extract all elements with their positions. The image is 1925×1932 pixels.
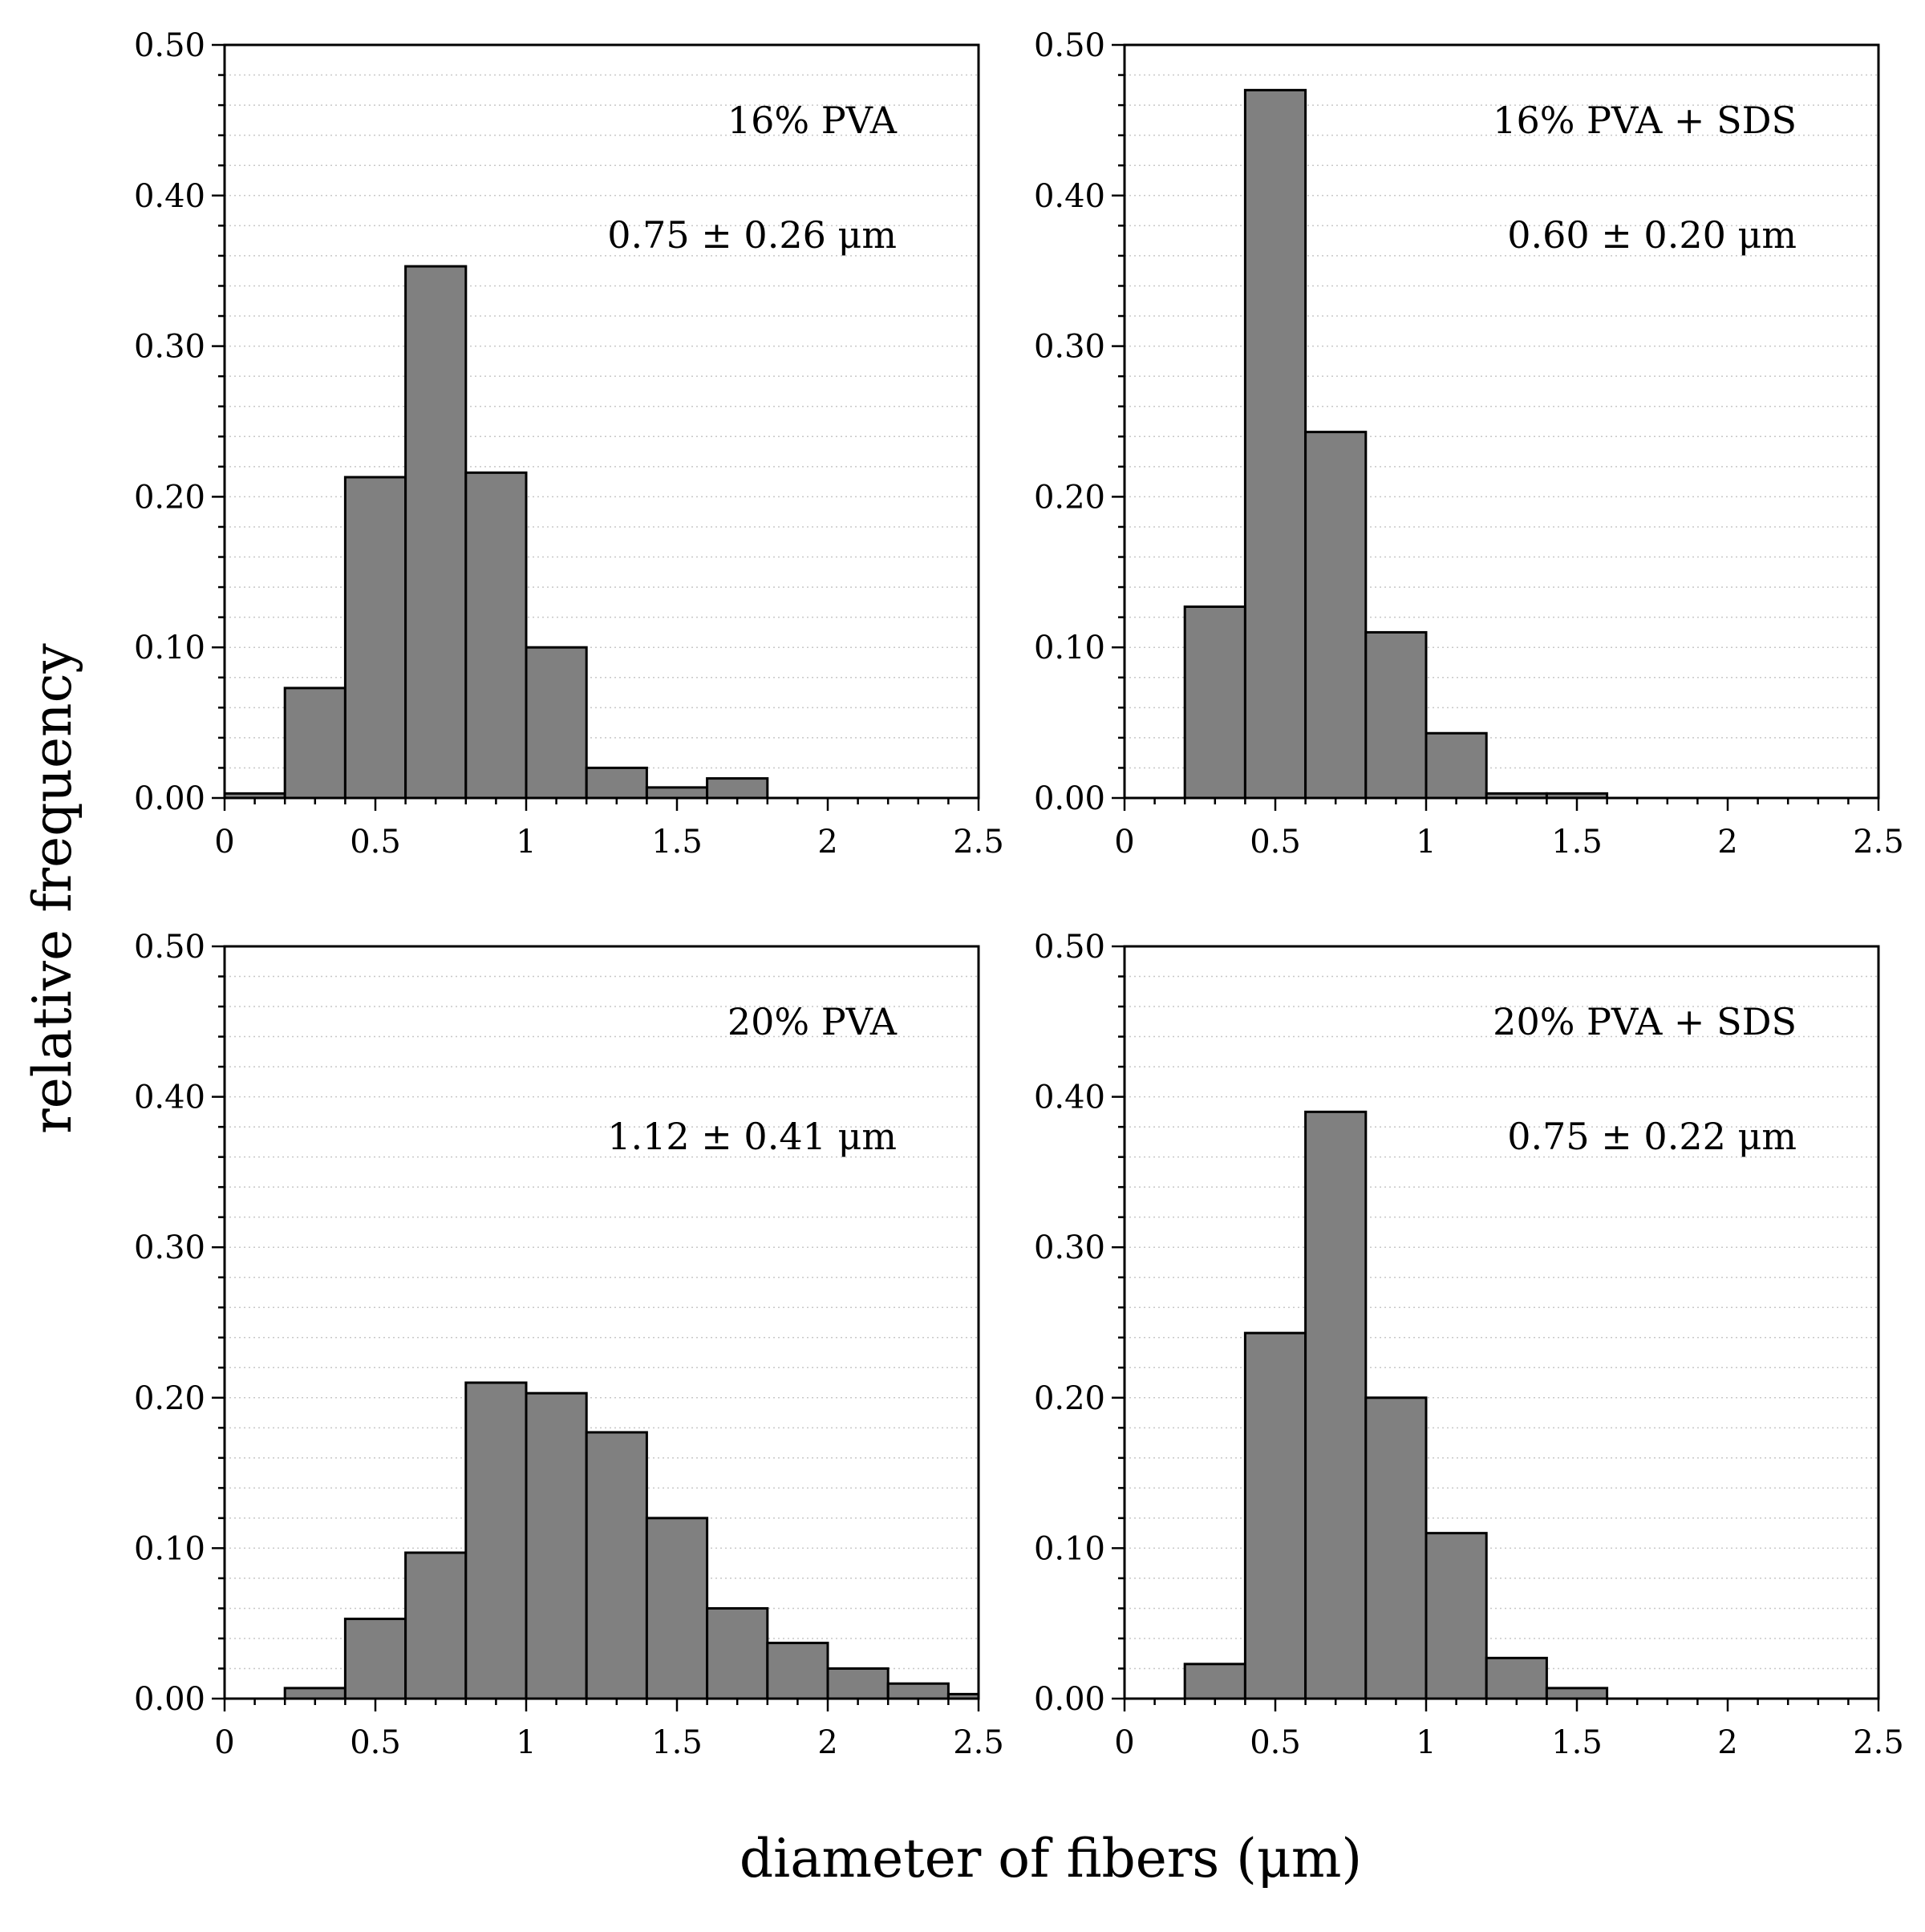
plot-frame: [1123, 945, 1880, 1700]
y-tick-label: 0.30: [1034, 329, 1105, 366]
y-tick-label: 0.10: [1034, 630, 1105, 666]
x-tick-label: 1: [1416, 1724, 1436, 1761]
histogram-bar: [464, 471, 528, 800]
histogram-bar: [826, 1667, 890, 1700]
histogram-bar: [525, 646, 588, 800]
histogram-bar: [766, 1642, 829, 1700]
histogram-bar: [706, 1606, 769, 1700]
panel-20-pva: 0.00 0.10 0.20 0.30 0.40 0.50 0 0.5 1 1.5 2 2.5 20% …: [134, 929, 1004, 1761]
histogram-bar: [525, 1391, 588, 1700]
y-tick-label: 0.00: [134, 780, 205, 817]
x-tick-label: 1.5: [1551, 824, 1603, 861]
panel-stat: 0.75 ± 0.22 μm: [1507, 1115, 1797, 1158]
panel-label: 20% PVA + SDS: [1493, 1000, 1797, 1043]
x-tick-label: 2: [817, 824, 837, 861]
x-tick-label: 2: [1717, 1724, 1737, 1761]
histogram-bar: [585, 766, 648, 800]
y-tick-label: 0.20: [134, 1380, 205, 1417]
histogram-bar: [283, 687, 346, 800]
y-tick-label: 0.00: [1034, 1681, 1105, 1718]
x-tick-label: 2.5: [953, 824, 1004, 861]
y-tick-label: 0.50: [1034, 27, 1105, 64]
x-tick-label: 1: [516, 1724, 536, 1761]
x-tick-label: 2.5: [1853, 824, 1904, 861]
panel-stat: 1.12 ± 0.41 μm: [607, 1115, 897, 1158]
x-tick-label: 2.5: [1853, 1724, 1904, 1761]
plot-frame: [1123, 43, 1880, 800]
histogram-bar: [1243, 1331, 1307, 1700]
x-axis-title: diameter of fibers (μm): [740, 1828, 1362, 1889]
x-tick-label: 1.5: [651, 824, 703, 861]
x-tick-label: 1: [1416, 824, 1436, 861]
y-tick-label: 0.50: [134, 929, 205, 966]
y-tick-label: 0.20: [1034, 1380, 1105, 1417]
y-tick-label: 0.30: [134, 1229, 205, 1266]
y-tick-label: 0.00: [134, 1681, 205, 1718]
histogram-bar: [1183, 1663, 1246, 1700]
panel-label: 20% PVA: [727, 1000, 898, 1043]
x-tick-label: 0.5: [350, 1724, 401, 1761]
panel-label: 16% PVA: [727, 99, 898, 142]
y-tick-label: 0.50: [1034, 929, 1105, 966]
histogram-bar: [1364, 630, 1428, 800]
panel-label: 16% PVA + SDS: [1493, 99, 1797, 142]
panel-16-pva-sds: 0.00 0.10 0.20 0.30 0.40 0.50 0 0.5 1 1.5 2 2.5 16% …: [1034, 27, 1904, 861]
x-tick-label: 0: [1114, 1724, 1134, 1761]
plot-frame: [223, 945, 980, 1700]
y-tick-label: 0.50: [134, 27, 205, 64]
x-tick-label: 0.5: [350, 824, 401, 861]
x-tick-label: 0.5: [1250, 1724, 1301, 1761]
x-tick-label: 2: [817, 1724, 837, 1761]
x-tick-label: 1.5: [651, 1724, 703, 1761]
y-tick-label: 0.00: [1034, 780, 1105, 817]
x-tick-label: 2: [1717, 824, 1737, 861]
histogram-bar: [1304, 1110, 1368, 1700]
x-tick-label: 1.5: [1551, 1724, 1603, 1761]
plot-frame: [223, 43, 980, 800]
histogram-bar: [1485, 1656, 1548, 1700]
histogram-bar: [1424, 1532, 1488, 1700]
histogram-bar: [1243, 88, 1307, 800]
histogram-bar: [1183, 605, 1246, 800]
histogram-bar: [585, 1431, 648, 1700]
y-tick-label: 0.30: [134, 329, 205, 366]
histogram-bar: [464, 1381, 528, 1700]
x-tick-label: 0: [1114, 824, 1134, 861]
y-tick-label: 0.40: [134, 178, 205, 215]
y-tick-label: 0.40: [134, 1079, 205, 1116]
panel-16-pva: 0.00 0.10 0.20 0.30 0.40 0.50 0 0.5 1 1.5 2 2.5 16% …: [134, 27, 1004, 861]
histogram-bar: [1364, 1396, 1428, 1700]
y-tick-label: 0.10: [134, 630, 205, 666]
histogram-bar: [645, 786, 709, 800]
x-tick-label: 2.5: [953, 1724, 1004, 1761]
panel-20-pva-sds: 0.00 0.10 0.20 0.30 0.40 0.50 0 0.5 1 1.5 2 2.5 20% …: [1034, 929, 1904, 1761]
histogram-bar: [343, 1618, 407, 1700]
panel-stat: 0.75 ± 0.26 μm: [607, 213, 897, 257]
histogram-bar: [1304, 431, 1368, 800]
y-tick-label: 0.10: [134, 1530, 205, 1567]
x-tick-label: 1: [516, 824, 536, 861]
histogram-bar: [645, 1517, 709, 1700]
histogram-bar: [404, 265, 468, 800]
histogram-bar: [343, 476, 407, 800]
histogram-bar: [706, 777, 769, 800]
x-tick-label: 0.5: [1250, 824, 1301, 861]
y-tick-label: 0.20: [1034, 479, 1105, 516]
y-tick-label: 0.20: [134, 479, 205, 516]
histogram-bar: [1424, 731, 1488, 800]
histogram-bar: [283, 1687, 346, 1700]
y-tick-label: 0.30: [1034, 1229, 1105, 1266]
panels: 0.000.100.200.300.400.500 0.5 1 1.5 2 2.516% …: [134, 27, 1904, 1761]
panel-stat: 0.60 ± 0.20 μm: [1507, 213, 1797, 257]
y-tick-label: 0.10: [1034, 1530, 1105, 1567]
y-tick-label: 0.40: [1034, 178, 1105, 215]
y-tick-label: 0.40: [1034, 1079, 1105, 1116]
x-tick-label: 0: [214, 824, 234, 861]
x-tick-label: 0: [214, 1724, 234, 1761]
histogram-bar: [404, 1551, 468, 1700]
histogram-bar: [1545, 1687, 1609, 1700]
histogram-bar: [886, 1682, 950, 1700]
y-axis-title: relative frequency: [22, 642, 83, 1133]
